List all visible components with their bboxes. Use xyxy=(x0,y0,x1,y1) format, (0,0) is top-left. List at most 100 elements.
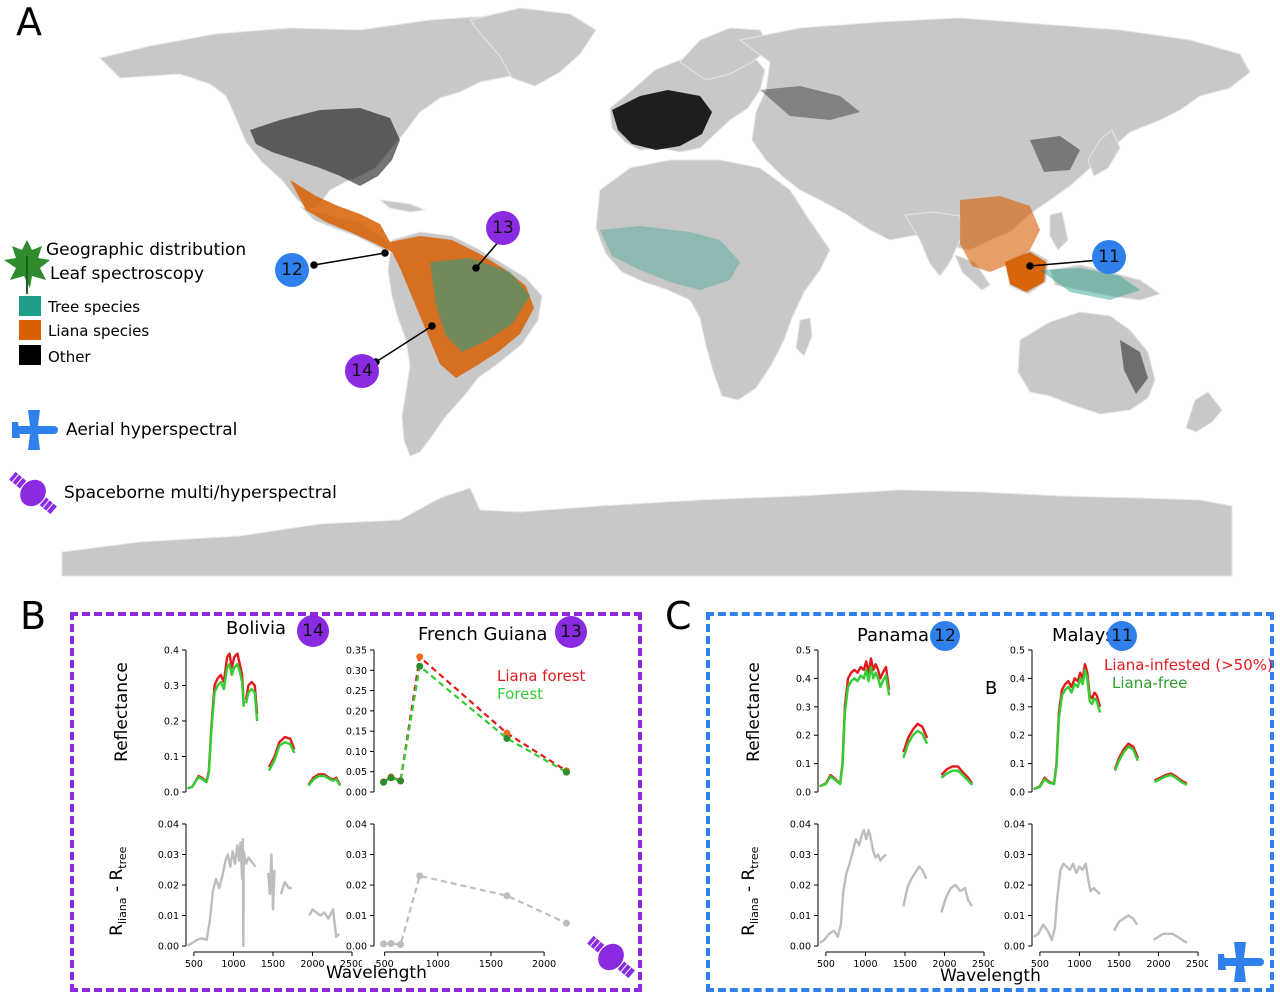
xlabel-wavelength-b: Wavelength xyxy=(326,963,427,983)
y-tick-label: 0.3 xyxy=(796,702,811,713)
x-tick-label: 1500 xyxy=(261,959,285,970)
legend-tree: Tree species xyxy=(48,298,141,316)
data-point xyxy=(503,729,511,737)
data-point xyxy=(397,940,405,948)
y-tick-label: 0.3 xyxy=(164,681,179,692)
data-point xyxy=(387,774,395,782)
panel-label-c: C xyxy=(665,594,692,638)
chart-french-guiana-reflectance: 0.00 0.05 0.10 0.15 0.20 0.25 0.30 0.35 xyxy=(346,646,570,799)
x-tick-label: 1500 xyxy=(1107,959,1131,970)
y-tick-label: 0.01 xyxy=(790,911,811,922)
data-point xyxy=(503,892,511,900)
y-tick-label: 0.1 xyxy=(796,759,811,770)
x-tick-label: 500 xyxy=(185,959,203,970)
y-tick-label: 0.02 xyxy=(1004,881,1025,892)
series-line-liana-free xyxy=(819,665,891,788)
australia xyxy=(1017,311,1156,415)
japan xyxy=(1087,129,1121,177)
data-point xyxy=(416,653,424,661)
series-line-liana-free xyxy=(1113,745,1140,772)
legend-spaceborne: Spaceborne multi/hyperspectral xyxy=(64,483,337,503)
data-point xyxy=(397,777,405,785)
x-tick-label: 500 xyxy=(1031,959,1049,970)
series-line-difference xyxy=(279,880,292,895)
y-tick-label: 0.35 xyxy=(346,646,367,657)
y-tick-label: 0.04 xyxy=(158,820,179,831)
y-tick-label: 0.2 xyxy=(796,731,811,742)
xlabel-wavelength-c: Wavelength xyxy=(940,966,1041,986)
y-tick-label: 0.02 xyxy=(790,881,811,892)
x-tick-label: 1000 xyxy=(853,959,877,970)
aerial-box xyxy=(706,612,1274,992)
data-point xyxy=(380,778,388,786)
x-tick-label: 2000 xyxy=(532,959,556,970)
series-line-tree xyxy=(267,741,296,772)
y-tick-label: 0.2 xyxy=(1010,731,1025,742)
series-line-difference xyxy=(818,828,887,944)
badge-malaysia: 11 xyxy=(1107,621,1137,651)
badge-panama: 12 xyxy=(930,621,960,651)
y-tick-label: 0.10 xyxy=(346,747,367,758)
series-line-tree xyxy=(244,687,259,722)
chart-malaysia-difference: 0.00 0.01 0.02 0.03 0.04 500 1000 1500 2000 2500 xyxy=(1004,820,1208,971)
y-tick-label: 0.05 xyxy=(346,767,367,778)
y-tick-label: 0.0 xyxy=(796,788,811,799)
series-line-liana-free xyxy=(902,729,929,759)
y-tick-label: 0.02 xyxy=(346,881,367,892)
indonesia-east xyxy=(1049,264,1162,301)
x-tick-label: 1500 xyxy=(479,959,503,970)
legend-forest: Forest xyxy=(497,685,544,703)
series-line-difference xyxy=(902,865,928,907)
series-line-difference xyxy=(186,838,257,948)
y-tick-label: 0.01 xyxy=(1004,911,1025,922)
legend-liana-forest: Liana forest xyxy=(497,667,586,685)
tree-swatch xyxy=(19,296,41,316)
legend-aerial: Aerial hyperspectral xyxy=(66,420,238,440)
chart-bolivia-reflectance: 0.0 0.1 0.2 0.3 0.4 xyxy=(164,646,342,799)
y-tick-label: 0.4 xyxy=(1010,674,1025,685)
caribbean xyxy=(378,199,427,213)
greenland xyxy=(469,7,597,87)
data-point xyxy=(562,919,570,927)
series-line-liana-infested xyxy=(902,722,929,753)
series-line-liana-free xyxy=(1033,668,1102,791)
y-tick-label: 0.00 xyxy=(1004,942,1025,953)
panel-label-a: A xyxy=(16,0,42,44)
y-tick-label: 0.15 xyxy=(346,727,367,738)
series-line-difference xyxy=(1032,862,1101,942)
data-point xyxy=(416,872,424,880)
y-tick-label: 0.03 xyxy=(790,850,811,861)
y-tick-label: 0.03 xyxy=(346,850,367,861)
series-line-liana-free xyxy=(1153,773,1188,786)
x-tick-label: 500 xyxy=(817,959,835,970)
y-tick-label: 0.3 xyxy=(1010,702,1025,713)
satellite-icon xyxy=(9,471,57,515)
y-tick-label: 0.03 xyxy=(158,850,179,861)
y-tick-label: 0.1 xyxy=(1010,759,1025,770)
spaceborne-box xyxy=(70,612,642,992)
series-line-liana xyxy=(187,652,245,790)
y-tick-label: 0.4 xyxy=(164,646,179,657)
badge-bolivia: 14 xyxy=(297,615,329,647)
airplane-icon xyxy=(12,410,58,450)
legend-title-geographic: Geographic distribution xyxy=(46,240,247,260)
philippines xyxy=(1049,211,1069,251)
leader-lines xyxy=(310,239,1101,366)
y-tick-label: 0.0 xyxy=(1010,788,1025,799)
x-tick-label: 500 xyxy=(376,959,394,970)
legend-liana-infested: Liana-infested (>50%) xyxy=(1104,656,1273,674)
y-tick-label: 0.01 xyxy=(158,911,179,922)
x-tick-label: 2000 xyxy=(932,959,956,970)
y-tick-label: 0.5 xyxy=(796,646,811,657)
series-line-difference xyxy=(940,883,974,913)
y-tick-label: 0.1 xyxy=(164,752,179,763)
series-line-liana xyxy=(267,735,296,768)
inset-label-b: B xyxy=(985,678,998,699)
y-tick-label: 0.30 xyxy=(346,666,367,677)
x-tick-label: 1000 xyxy=(221,959,245,970)
legend-liana-free: Liana-free xyxy=(1112,674,1188,692)
data-point xyxy=(387,940,395,948)
y-tick-label: 0.02 xyxy=(158,881,179,892)
india xyxy=(904,211,963,277)
chart-malaysia-reflectance: 0.0 0.1 0.2 0.3 0.4 0.5 xyxy=(1010,646,1188,799)
